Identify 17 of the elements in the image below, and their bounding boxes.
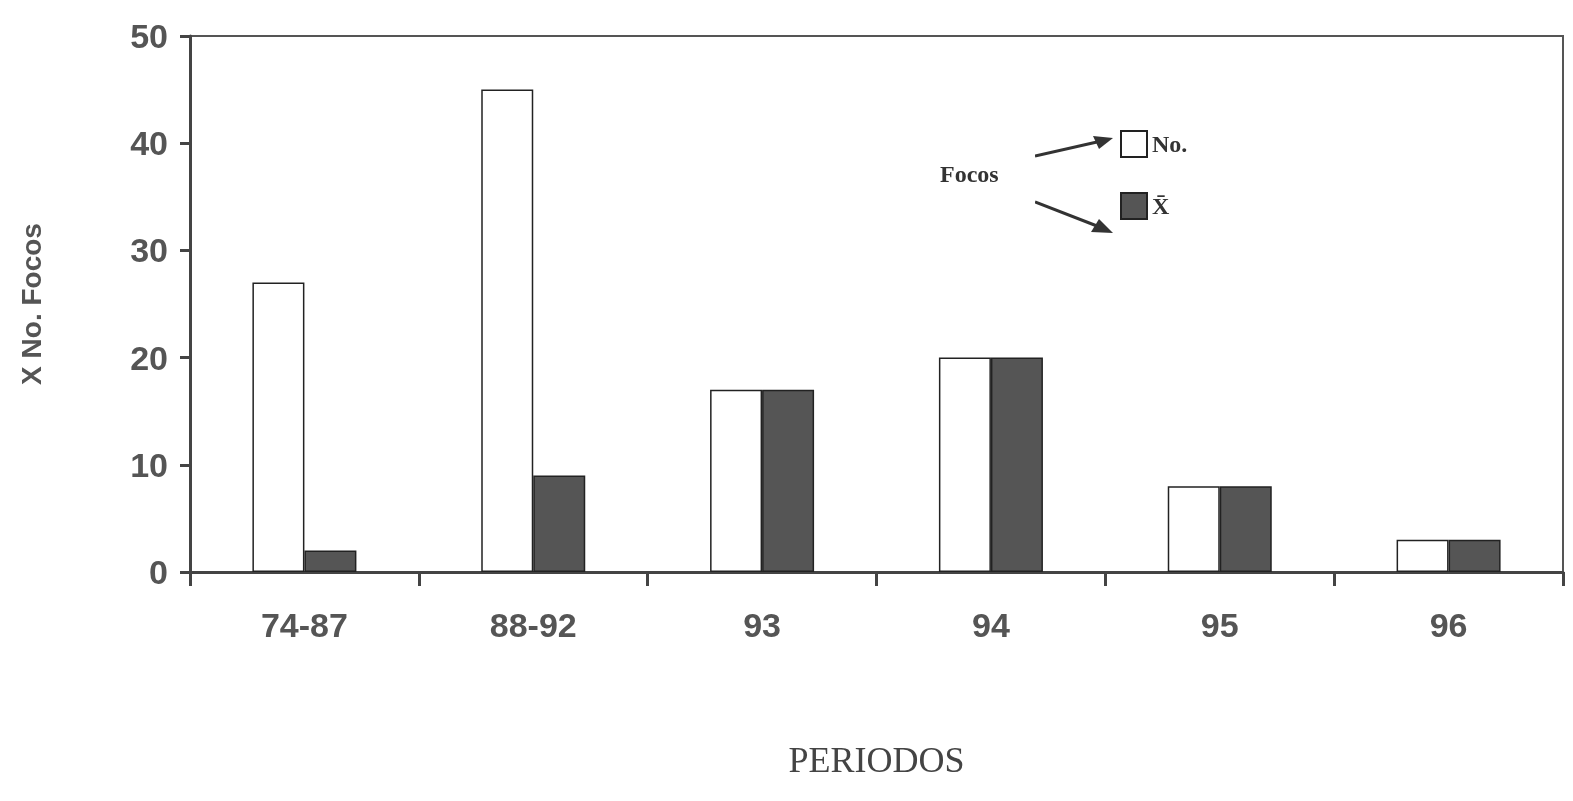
y-tick-label: 10 <box>130 445 168 484</box>
legend-label: No. <box>1152 131 1188 157</box>
x-axis-title: PERIODOS <box>788 740 965 780</box>
y-tick-label: 20 <box>130 338 168 377</box>
y-tick-label: 0 <box>149 553 168 591</box>
y-tick-label: 30 <box>130 231 168 270</box>
x-tick-label: 88-92 <box>489 606 577 644</box>
x-tick-label: 93 <box>743 606 781 644</box>
x-tick-label: 94 <box>972 606 1010 644</box>
x-tick-label: 74-87 <box>260 606 348 644</box>
x-tick-label: 95 <box>1200 606 1239 644</box>
legend-title: Focos <box>940 161 999 187</box>
x-tick-label: 96 <box>1429 606 1468 644</box>
y-axis-title: X No. Focos <box>15 223 47 385</box>
y-tick-label: 50 <box>130 17 168 55</box>
y-tick-label: 40 <box>130 124 168 163</box>
legend-label: X̄ <box>1152 193 1170 219</box>
